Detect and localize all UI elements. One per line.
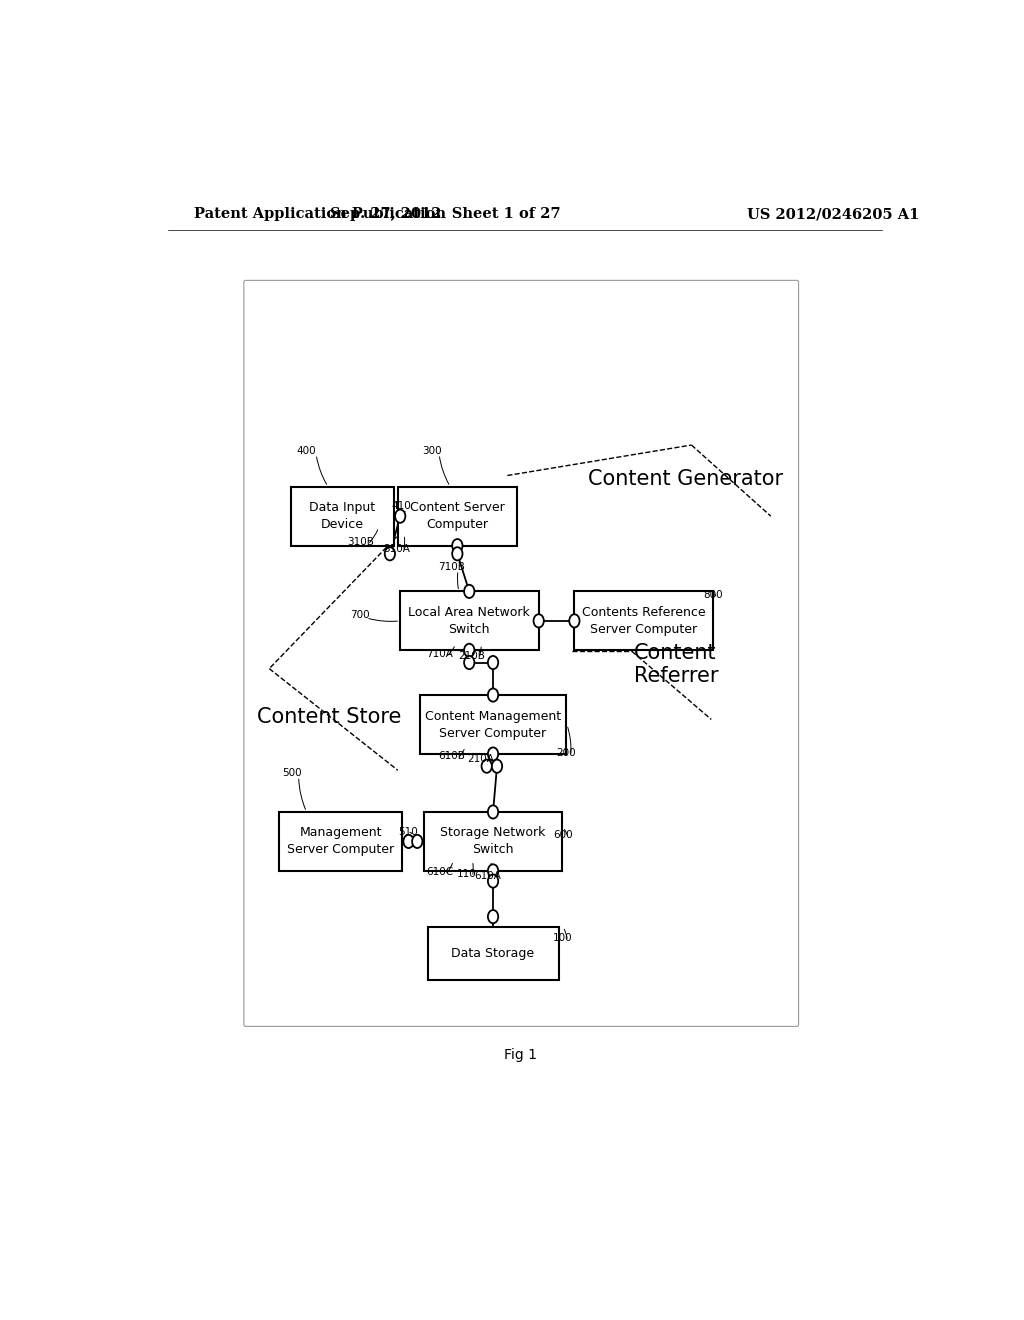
- Text: 610A: 610A: [474, 871, 501, 880]
- Text: 610B: 610B: [438, 751, 465, 762]
- Circle shape: [453, 539, 463, 552]
- Text: 200: 200: [556, 748, 575, 758]
- Text: Content Management
Server Computer: Content Management Server Computer: [425, 710, 561, 739]
- Circle shape: [569, 614, 580, 627]
- Text: 100: 100: [553, 933, 572, 942]
- Text: Content Generator: Content Generator: [588, 469, 783, 488]
- Text: 410: 410: [392, 502, 412, 511]
- Text: 600: 600: [553, 830, 572, 841]
- Text: Data Input
Device: Data Input Device: [309, 502, 376, 531]
- FancyBboxPatch shape: [420, 696, 566, 754]
- FancyBboxPatch shape: [280, 812, 402, 871]
- Text: 610C: 610C: [426, 867, 454, 876]
- Circle shape: [395, 510, 406, 523]
- Text: Contents Reference
Server Computer: Contents Reference Server Computer: [582, 606, 706, 636]
- FancyBboxPatch shape: [397, 487, 517, 545]
- Text: 400: 400: [297, 446, 316, 457]
- Text: 210A: 210A: [468, 754, 495, 764]
- Text: Sep. 27, 2012  Sheet 1 of 27: Sep. 27, 2012 Sheet 1 of 27: [330, 207, 561, 222]
- FancyBboxPatch shape: [428, 927, 558, 979]
- Circle shape: [464, 585, 474, 598]
- Circle shape: [487, 656, 499, 669]
- Circle shape: [487, 865, 499, 878]
- FancyBboxPatch shape: [424, 812, 562, 871]
- Circle shape: [487, 909, 499, 923]
- Text: 310B: 310B: [347, 537, 374, 546]
- Text: Patent Application Publication: Patent Application Publication: [194, 207, 445, 222]
- Circle shape: [453, 548, 463, 561]
- Circle shape: [492, 759, 502, 772]
- Text: 210B: 210B: [458, 652, 485, 661]
- Circle shape: [464, 644, 474, 657]
- Text: Content Server
Computer: Content Server Computer: [410, 502, 505, 531]
- FancyBboxPatch shape: [244, 280, 799, 1027]
- Text: 110: 110: [457, 869, 477, 879]
- Text: Data Storage: Data Storage: [452, 946, 535, 960]
- Text: Content
Referrer: Content Referrer: [634, 643, 719, 686]
- Circle shape: [464, 656, 474, 669]
- Circle shape: [534, 614, 544, 627]
- Circle shape: [487, 874, 499, 887]
- Text: 700: 700: [350, 610, 370, 620]
- FancyBboxPatch shape: [399, 591, 539, 651]
- Text: Fig 1: Fig 1: [505, 1048, 538, 1061]
- Text: 500: 500: [283, 768, 302, 779]
- Text: 710A: 710A: [426, 649, 454, 660]
- Text: 510: 510: [398, 828, 418, 837]
- Circle shape: [412, 834, 423, 847]
- Circle shape: [487, 805, 499, 818]
- Text: Management
Server Computer: Management Server Computer: [287, 826, 394, 857]
- Circle shape: [487, 747, 499, 760]
- Circle shape: [385, 548, 395, 561]
- Text: 710B: 710B: [438, 562, 465, 572]
- Text: Storage Network
Switch: Storage Network Switch: [440, 826, 546, 857]
- Text: 800: 800: [703, 590, 723, 601]
- Text: US 2012/0246205 A1: US 2012/0246205 A1: [748, 207, 920, 222]
- Text: Local Area Network
Switch: Local Area Network Switch: [409, 606, 530, 636]
- Text: Content Store: Content Store: [257, 708, 401, 727]
- Circle shape: [481, 759, 492, 772]
- FancyBboxPatch shape: [291, 487, 394, 545]
- Circle shape: [403, 834, 414, 847]
- Text: 310A: 310A: [383, 544, 410, 553]
- FancyBboxPatch shape: [574, 591, 714, 651]
- Circle shape: [487, 689, 499, 702]
- Text: 300: 300: [422, 446, 441, 457]
